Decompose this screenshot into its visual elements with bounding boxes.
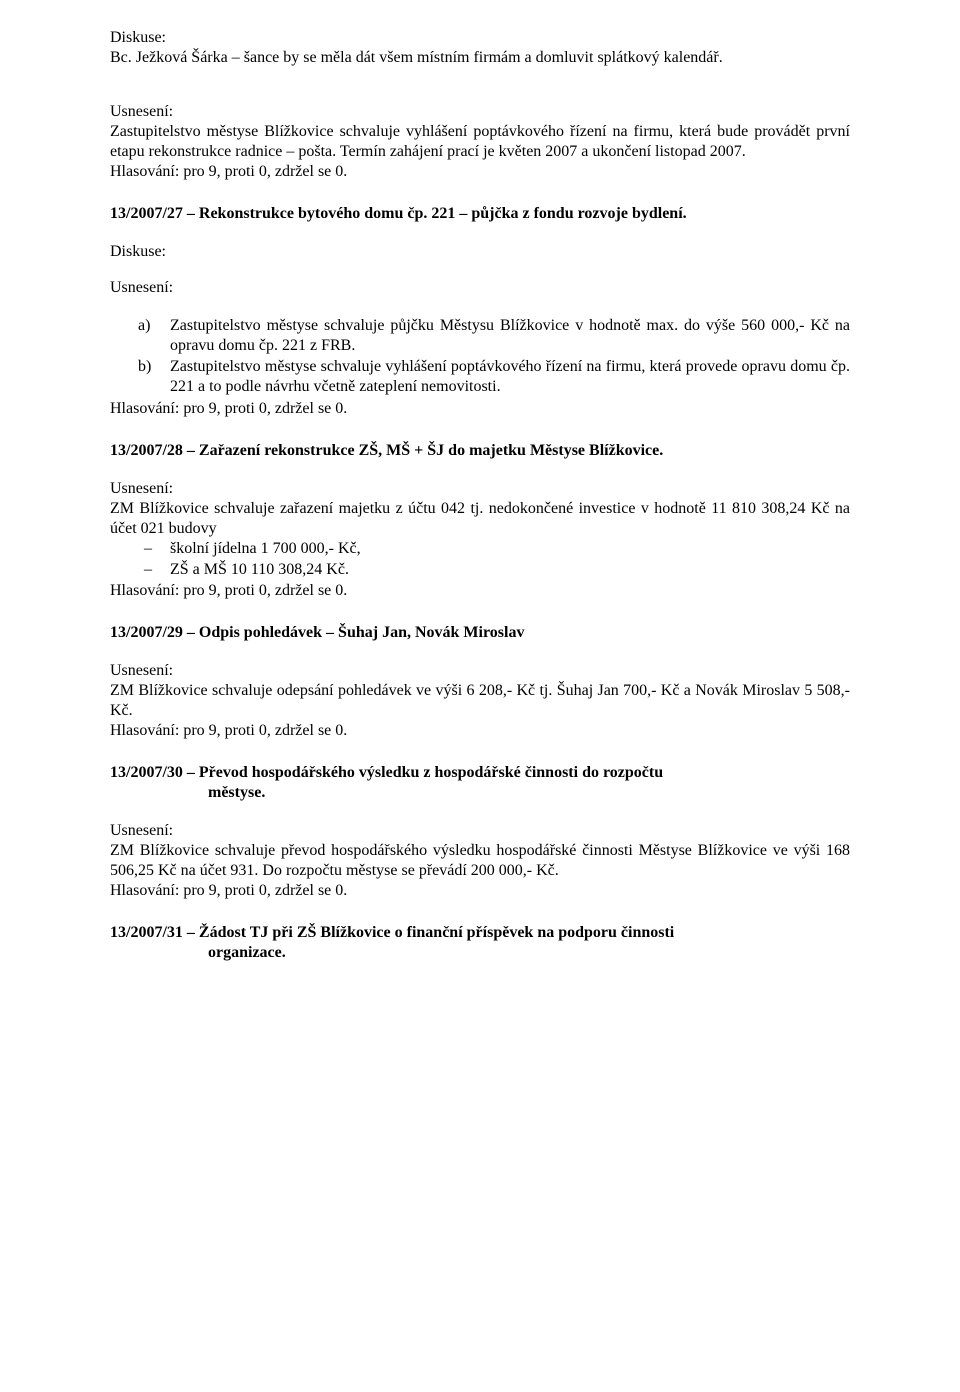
usneseni-label: Usnesení: — [110, 102, 850, 122]
list-item-text: školní jídelna 1 700 000,- Kč, — [170, 540, 361, 557]
diskuse-label: Diskuse: — [110, 242, 850, 262]
list-marker: – — [144, 560, 152, 580]
paragraph-text: ZM Blížkovice schvaluje zařazení majetku… — [110, 499, 850, 539]
paragraph-text: ZM Blížkovice schvaluje odepsání pohledá… — [110, 681, 850, 721]
list-item: b) Zastupitelstvo městyse schvaluje vyhl… — [170, 357, 850, 397]
section-title-30-line1: 13/2007/30 – Převod hospodářského výsled… — [110, 763, 850, 783]
dash-list: – školní jídelna 1 700 000,- Kč, – ZŠ a … — [110, 539, 850, 580]
vote-text: Hlasování: pro 9, proti 0, zdržel se 0. — [110, 721, 850, 741]
spacer — [110, 262, 850, 278]
paragraph-text: ZM Blížkovice schvaluje převod hospodářs… — [110, 841, 850, 881]
list-item: – školní jídelna 1 700 000,- Kč, — [170, 539, 850, 559]
usneseni-label: Usnesení: — [110, 278, 850, 298]
section-title-30-line2: městyse. — [110, 783, 850, 803]
alpha-list: a) Zastupitelstvo městyse schvaluje půjč… — [110, 316, 850, 397]
section-title-28: 13/2007/28 – Zařazení rekonstrukce ZŠ, M… — [110, 441, 850, 461]
section-title-31-line2: organizace. — [110, 943, 850, 963]
vote-text: Hlasování: pro 9, proti 0, zdržel se 0. — [110, 399, 850, 419]
usneseni-label: Usnesení: — [110, 661, 850, 681]
section-title-29: 13/2007/29 – Odpis pohledávek – Šuhaj Ja… — [110, 623, 850, 643]
list-marker: a) — [138, 316, 150, 336]
list-marker: – — [144, 539, 152, 559]
section-title-27: 13/2007/27 – Rekonstrukce bytového domu … — [110, 204, 850, 224]
spacer — [110, 86, 850, 102]
usneseni-label: Usnesení: — [110, 821, 850, 841]
section-title-31-line1: 13/2007/31 – Žádost TJ při ZŠ Blížkovice… — [110, 923, 850, 943]
diskuse-label: Diskuse: — [110, 28, 850, 48]
list-item: a) Zastupitelstvo městyse schvaluje půjč… — [170, 316, 850, 356]
list-item-text: Zastupitelstvo městyse schvaluje půjčku … — [170, 317, 850, 354]
vote-text: Hlasování: pro 9, proti 0, zdržel se 0. — [110, 581, 850, 601]
usneseni-label: Usnesení: — [110, 479, 850, 499]
list-item-text: ZŠ a MŠ 10 110 308,24 Kč. — [170, 561, 349, 578]
diskuse-text: Bc. Ježková Šárka – šance by se měla dát… — [110, 48, 850, 68]
list-item: – ZŠ a MŠ 10 110 308,24 Kč. — [170, 560, 850, 580]
list-item-text: Zastupitelstvo městyse schvaluje vyhláše… — [170, 358, 850, 395]
vote-text: Hlasování: pro 9, proti 0, zdržel se 0. — [110, 881, 850, 901]
list-marker: b) — [138, 357, 151, 377]
vote-text: Hlasování: pro 9, proti 0, zdržel se 0. — [110, 162, 850, 182]
usneseni-text: Zastupitelstvo městyse Blížkovice schval… — [110, 122, 850, 162]
